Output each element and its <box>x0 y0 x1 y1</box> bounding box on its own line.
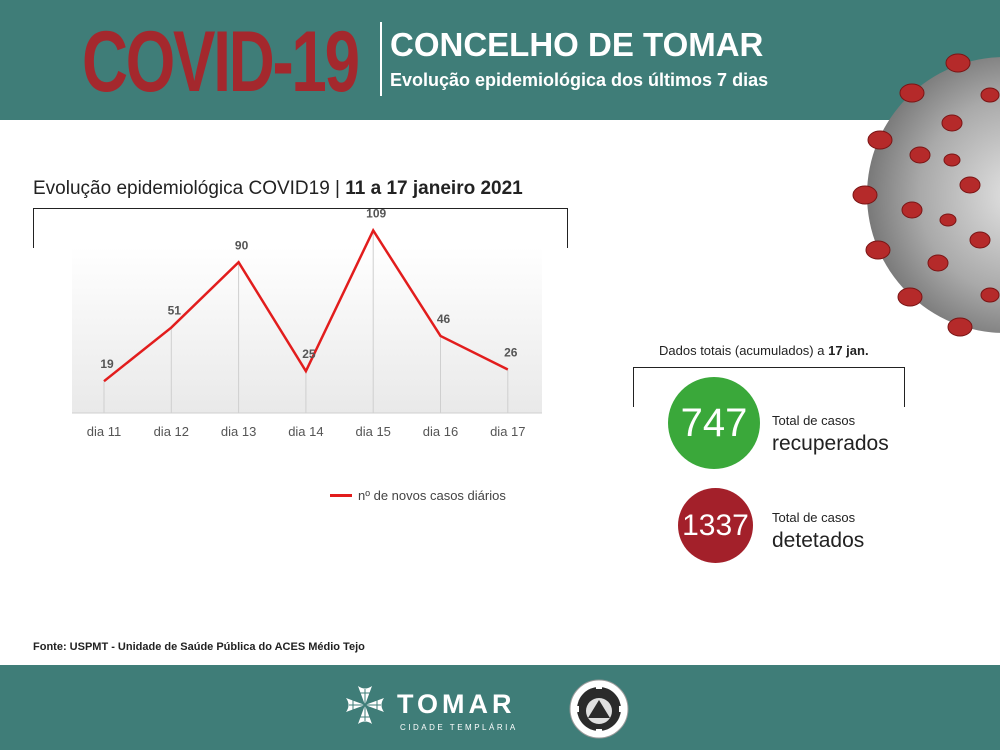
detected-label-small: Total de casos <box>772 510 856 525</box>
x-tick-label: dia 13 <box>221 424 256 439</box>
detected-label-big: detetados <box>772 529 865 552</box>
totals-title-date: 17 jan. <box>828 343 869 358</box>
page-title: CONCELHO DE TOMAR <box>390 26 764 63</box>
civil-protection-emblem <box>568 678 630 745</box>
recovered-label-big: recuperados <box>772 432 889 455</box>
coronavirus-icon <box>852 53 1000 337</box>
x-tick-label: dia 15 <box>355 424 390 439</box>
data-label: 51 <box>168 304 182 318</box>
chart-title-prefix: Evolução epidemiológica COVID19 | <box>33 178 346 199</box>
data-label: 26 <box>504 345 518 359</box>
templar-cross-icon <box>344 684 386 731</box>
data-label: 25 <box>302 347 316 361</box>
data-label: 19 <box>100 357 114 371</box>
line-chart: 19 51 90 25 109 46 26 dia 11 dia 12 dia 13 dia 14 d… <box>72 206 542 439</box>
recovered-total-circle: 747 <box>668 377 760 469</box>
legend-line-swatch <box>330 494 352 497</box>
legend-label: nº de novos casos diários <box>358 488 506 503</box>
x-tick-label: dia 14 <box>288 424 323 439</box>
totals-bracket <box>633 367 905 407</box>
chart-title: Evolução epidemiológica COVID19 | 11 a 1… <box>33 178 523 200</box>
covid-title: COVID-19 <box>82 14 360 110</box>
footer-tagline: CIDADE TEMPLÁRIA <box>400 723 518 732</box>
x-tick-label: dia 11 <box>87 424 121 439</box>
detected-total-circle: 1337 <box>678 488 753 563</box>
data-label: 90 <box>235 238 249 252</box>
page-subtitle: Evolução epidemiológica dos últimos 7 di… <box>390 70 769 90</box>
data-label: 46 <box>437 312 451 326</box>
totals-title-prefix: Dados totais (acumulados) a <box>659 343 829 358</box>
recovered-label-small: Total de casos <box>772 413 856 428</box>
chart-title-dates: 11 a 17 janeiro 2021 <box>345 178 523 199</box>
series-line <box>103 227 509 383</box>
footer-brand: TOMAR <box>397 689 516 719</box>
chart-bracket <box>33 208 568 248</box>
coronavirus-illustration <box>840 35 1000 355</box>
plot-area <box>72 247 542 413</box>
chart-legend: nº de novos casos diários <box>330 488 506 503</box>
x-tick-label: dia 16 <box>423 424 458 439</box>
x-tick-label: dia 17 <box>490 424 525 439</box>
source-note: Fonte: USPMT - Unidade de Saúde Pública … <box>33 641 365 653</box>
header-divider <box>380 22 382 96</box>
header-banner <box>0 0 1000 120</box>
data-label: 109 <box>366 206 386 220</box>
x-tick-label: dia 12 <box>154 424 189 439</box>
footer-banner <box>0 665 1000 750</box>
totals-title: Dados totais (acumulados) a 17 jan. <box>659 343 869 358</box>
